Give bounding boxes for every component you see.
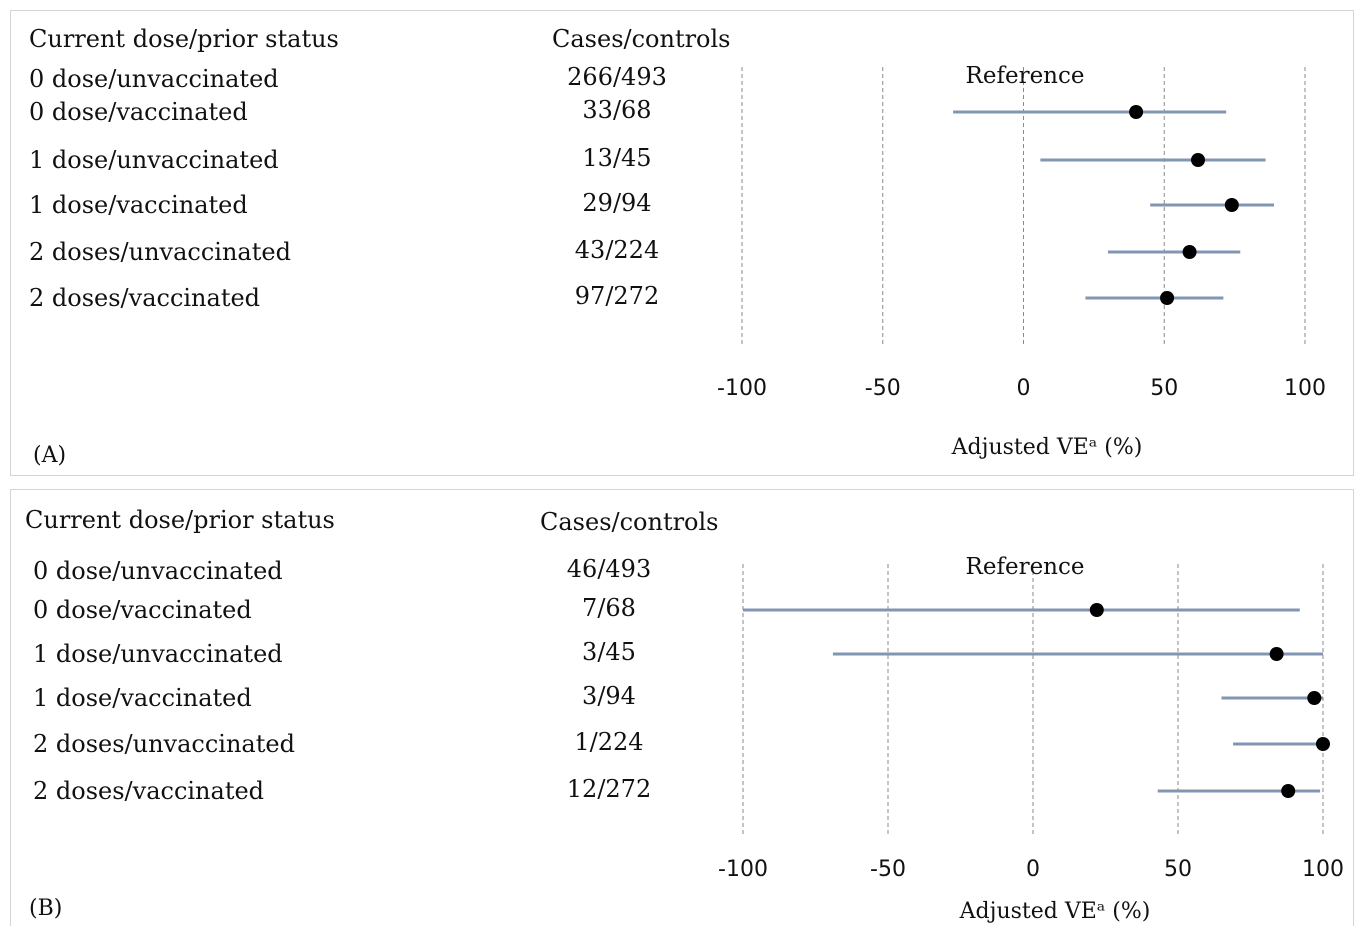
x-tick-label: -100 (718, 857, 768, 882)
forest-plot-a: -100 -50 0 50 100 Adjusted VEᵃ (%) Reference (717, 63, 1326, 460)
cases-controls-value: 33/68 (582, 96, 652, 124)
header-cases-controls: Cases/controls (552, 25, 731, 53)
row-label: 0 dose/vaccinated (33, 596, 252, 624)
reference-label: Reference (966, 554, 1085, 580)
cases-controls-value: 1/224 (574, 728, 644, 756)
x-tick-label: 100 (1284, 376, 1326, 401)
cases-controls-value: 266/493 (567, 63, 667, 91)
ve-point (1089, 603, 1104, 617)
header-cases-controls: Cases/controls (540, 508, 719, 536)
cases-controls-value: 3/94 (582, 682, 636, 710)
ve-point (1160, 291, 1175, 305)
cases-controls-value: 97/272 (574, 282, 660, 310)
ve-point (1224, 198, 1239, 212)
row-label: 1 dose/vaccinated (29, 191, 248, 219)
ve-point (1182, 245, 1197, 259)
x-tick-label: 0 (1017, 376, 1031, 401)
cases-controls-value: 7/68 (582, 594, 636, 622)
forest-panel-b: Current dose/prior status Cases/controls… (10, 489, 1354, 926)
x-axis-title: Adjusted VEᵃ (%) (959, 899, 1151, 924)
row-label: 0 dose/unvaccinated (29, 65, 279, 93)
ve-point (1269, 647, 1284, 661)
row-label: 1 dose/unvaccinated (33, 640, 283, 668)
cases-controls-value: 13/45 (582, 144, 652, 172)
row-label: 0 dose/vaccinated (29, 98, 248, 126)
row-label: 2 doses/unvaccinated (33, 730, 295, 758)
row-label: 1 dose/vaccinated (33, 684, 252, 712)
ve-point (1307, 691, 1322, 705)
row-label: 2 doses/unvaccinated (29, 238, 291, 266)
x-tick-label: 100 (1302, 857, 1344, 882)
forest-panel-a: Current dose/prior status Cases/controls… (10, 10, 1354, 476)
x-tick-label: -50 (870, 857, 906, 882)
x-tick-label: -100 (717, 376, 767, 401)
panel-label: (B) (29, 896, 63, 921)
x-tick-label: 0 (1026, 857, 1040, 882)
ve-point (1129, 105, 1144, 119)
x-tick-label: -50 (865, 376, 901, 401)
x-tick-label: 50 (1150, 376, 1178, 401)
panel-label: (A) (33, 443, 67, 468)
x-axis-title: Adjusted VEᵃ (%) (951, 435, 1143, 460)
row-label: 1 dose/unvaccinated (29, 146, 279, 174)
cases-controls-value: 43/224 (574, 236, 660, 264)
row-label: 0 dose/unvaccinated (33, 557, 283, 585)
ve-point (1316, 737, 1330, 751)
cases-controls-value: 46/493 (566, 555, 652, 583)
cases-controls-value: 3/45 (582, 638, 636, 666)
cases-controls-value: 29/94 (582, 189, 652, 217)
reference-label: Reference (966, 63, 1085, 89)
header-dose-status: Current dose/prior status (29, 25, 339, 53)
header-dose-status: Current dose/prior status (25, 506, 335, 534)
row-label: 2 doses/vaccinated (33, 777, 265, 805)
forest-plot-b: -100 -50 0 50 100 Adjusted VEᵃ (%) Reference (718, 554, 1344, 924)
ve-point (1281, 784, 1296, 798)
row-label: 2 doses/vaccinated (29, 284, 261, 312)
cases-controls-value: 12/272 (566, 775, 652, 803)
x-tick-label: 50 (1164, 857, 1192, 882)
ve-point (1191, 153, 1206, 167)
